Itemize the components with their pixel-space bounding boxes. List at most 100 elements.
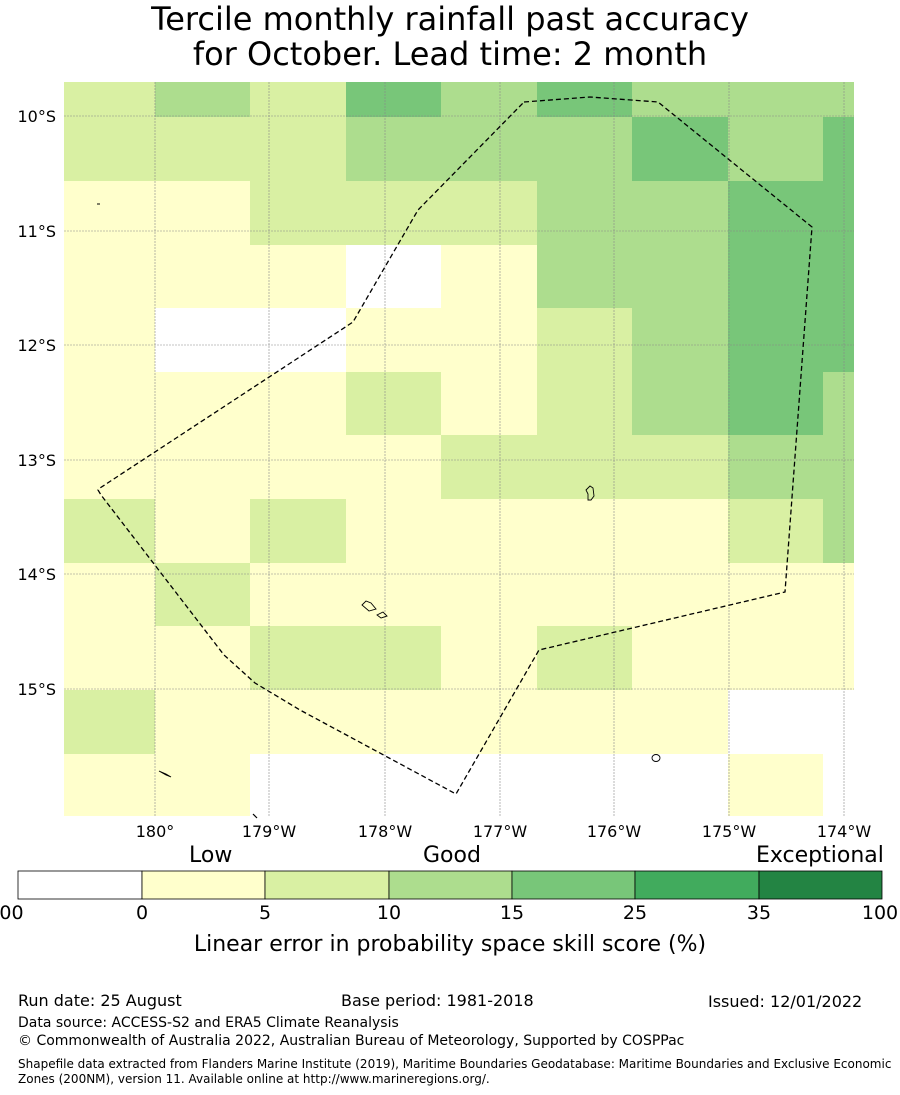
skill-cell — [728, 499, 823, 563]
skill-cell — [728, 372, 823, 435]
skill-cell — [250, 435, 346, 499]
skill-cell — [823, 308, 854, 372]
skill-cell — [155, 499, 250, 563]
skill-cell — [155, 563, 250, 626]
colorbar-segment — [264, 870, 390, 900]
skill-cell — [64, 563, 155, 626]
skill-cell — [441, 82, 537, 117]
skill-cell — [155, 181, 250, 245]
eez-boundary-line — [97, 96, 813, 795]
eez-boundary — [97, 96, 813, 819]
skill-cell — [728, 690, 823, 754]
skill-cell — [728, 754, 823, 816]
skill-cell — [537, 372, 632, 435]
latitude-label: 11°S — [17, 222, 56, 241]
island-outlines — [97, 203, 661, 778]
skill-cell — [346, 82, 441, 117]
skill-cell — [823, 690, 854, 754]
skill-grid — [64, 82, 854, 816]
skill-cell — [441, 499, 537, 563]
skill-cell — [155, 754, 250, 816]
skill-cell — [346, 754, 441, 816]
skill-cell — [728, 117, 823, 181]
skill-cell — [728, 626, 823, 690]
skill-cell — [155, 82, 250, 117]
colorbar-tick: 0 — [135, 902, 149, 924]
skill-cell — [64, 754, 155, 816]
skill-cell — [823, 499, 854, 563]
skill-cell — [346, 181, 441, 245]
latitude-label: 15°S — [17, 680, 56, 699]
graticule — [64, 82, 854, 816]
shapefile-note: Shapefile data extracted from Flanders M… — [18, 1057, 892, 1086]
skill-cell — [823, 372, 854, 435]
latitude-label: 14°S — [17, 565, 56, 584]
latitude-label: 13°S — [17, 451, 56, 470]
colorbar — [17, 870, 883, 900]
longitude-label: 179°W — [242, 822, 297, 841]
colorbar-tick: 5 — [258, 902, 272, 924]
colorbar-segment — [17, 870, 143, 900]
skill-cell — [64, 82, 155, 117]
skill-cell — [441, 754, 537, 816]
skill-cell — [728, 245, 823, 308]
skill-cell — [441, 690, 537, 754]
skill-cell — [64, 499, 155, 563]
skill-cell — [537, 563, 632, 626]
eez-boundary-stub — [252, 813, 258, 819]
skill-cell — [250, 117, 346, 181]
longitude-label: 175°W — [702, 822, 757, 841]
skill-cell — [823, 626, 854, 690]
skill-cell — [250, 499, 346, 563]
skill-cell — [537, 245, 632, 308]
skill-cell — [728, 181, 823, 245]
skill-cell — [632, 82, 728, 117]
skill-cell — [537, 308, 632, 372]
skill-cell — [632, 372, 728, 435]
skill-cell — [632, 754, 728, 816]
legend-word-exceptional: Exceptional — [756, 843, 884, 868]
skill-cell — [346, 372, 441, 435]
longitude-label: 178°W — [358, 822, 413, 841]
skill-cell — [823, 181, 854, 245]
skill-cell — [64, 117, 155, 181]
legend-word-low: Low — [189, 843, 233, 868]
colorbar-tick: 10 — [376, 902, 402, 924]
skill-cell — [155, 690, 250, 754]
skill-cell — [632, 690, 728, 754]
skill-cell — [632, 245, 728, 308]
island-2 — [361, 600, 377, 612]
colorbar-segment — [758, 870, 883, 900]
skill-cell — [346, 308, 441, 372]
colorbar-tick: 100 — [861, 902, 899, 924]
skill-cell — [346, 626, 441, 690]
skill-cell — [64, 626, 155, 690]
skill-cell — [728, 308, 823, 372]
skill-cell — [250, 245, 346, 308]
skill-cell — [441, 308, 537, 372]
run-date: Run date: 25 August — [18, 991, 182, 1010]
skill-cell — [155, 372, 250, 435]
skill-cell — [250, 690, 346, 754]
island-5 — [158, 770, 172, 778]
skill-cell — [632, 563, 728, 626]
colorbar-segment — [388, 870, 513, 900]
copyright-notice: © Commonwealth of Australia 2022, Austra… — [18, 1033, 685, 1049]
issued-date: Issued: 12/01/2022 — [708, 992, 863, 1011]
skill-cell — [632, 308, 728, 372]
island-4 — [651, 754, 661, 762]
skill-cell — [346, 435, 441, 499]
island-3 — [376, 611, 388, 619]
skill-cell — [155, 308, 250, 372]
skill-cell — [250, 754, 346, 816]
colorbar-segment — [634, 870, 760, 900]
skill-cell — [64, 181, 155, 245]
longitude-label: 174°W — [817, 822, 872, 841]
skill-cell — [823, 117, 854, 181]
map-title-line-1: Tercile monthly rainfall past accuracy — [151, 0, 749, 38]
skill-cell — [632, 181, 728, 245]
skill-cell — [64, 435, 155, 499]
latitude-labels: 10°S 11°S 12°S 13°S 14°S 15°S — [17, 107, 56, 699]
skill-cell — [346, 499, 441, 563]
